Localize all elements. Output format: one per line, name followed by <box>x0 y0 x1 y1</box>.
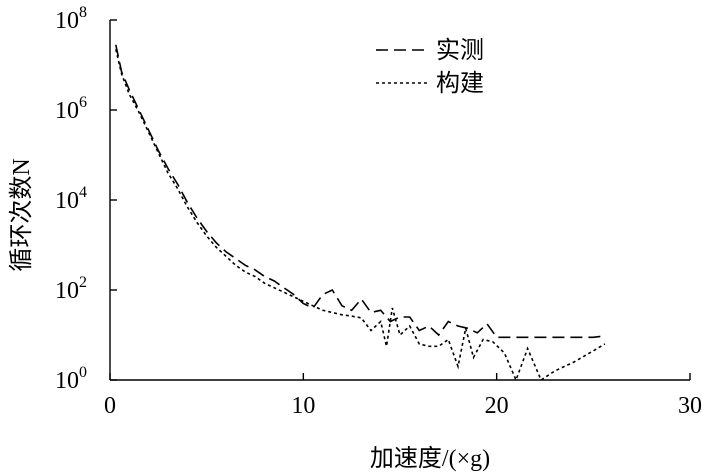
series-line-2 <box>115 49 606 383</box>
y-tick-label: 104 <box>55 184 87 214</box>
x-ticks: 0 10 20 30 <box>104 373 702 419</box>
x-axis-label: 加速度/(×g) <box>370 445 490 472</box>
legend-label-1: 实测 <box>436 37 484 64</box>
y-ticks: 100 102 104 106 108 <box>55 4 117 394</box>
series-line-1 <box>115 44 605 339</box>
series-lines <box>115 44 606 383</box>
x-tick-label: 30 <box>678 393 702 419</box>
y-tick-label: 108 <box>55 4 87 34</box>
legend-label-2: 构建 <box>436 70 484 97</box>
x-tick-label: 0 <box>104 393 116 419</box>
x-tick-label: 10 <box>291 393 315 419</box>
y-tick-label: 100 <box>55 364 87 394</box>
x-tick-label: 20 <box>485 393 509 419</box>
y-tick-label: 106 <box>55 94 87 124</box>
axes <box>109 20 690 381</box>
y-axis-label: 循环次数N <box>8 158 35 271</box>
y-tick-label: 102 <box>55 274 87 304</box>
